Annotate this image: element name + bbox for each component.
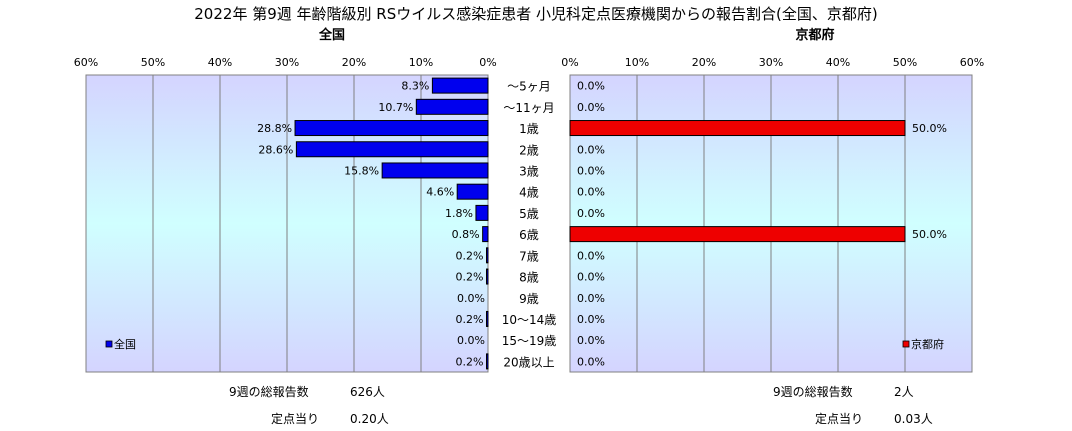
bar-right [569, 120, 906, 137]
data-label-right: 0.0% [577, 207, 605, 220]
category-label: 8歳 [519, 271, 539, 285]
data-label-left: 0.0% [457, 334, 485, 347]
chart-title: 2022年 第9週 年齢階級別 RSウイルス感染症患者 小児科定点医療機関からの… [194, 5, 877, 23]
data-label-left: 8.3% [401, 80, 429, 93]
bar-left [381, 162, 489, 179]
footer-left-total-value: 626人 [350, 385, 385, 399]
bar-left [415, 98, 489, 115]
data-label-left: 10.7% [378, 101, 413, 114]
data-label-right: 0.0% [577, 186, 605, 199]
category-label: ～11ヶ月 [503, 101, 554, 115]
data-label-right: 0.0% [577, 292, 605, 305]
right-panel-title: 京都府 [795, 27, 834, 43]
data-label-left: 28.8% [257, 122, 292, 135]
data-label-right: 0.0% [577, 249, 605, 262]
tick-left: 50% [141, 56, 165, 69]
tick-right: 10% [625, 56, 649, 69]
bar-left [475, 204, 489, 221]
footer-right-total-label: 9週の総報告数 [773, 384, 853, 399]
data-label-right: 0.0% [577, 271, 605, 284]
tick-left: 30% [275, 56, 299, 69]
footer-left-perpoint-value: 0.20人 [350, 412, 389, 426]
data-label-left: 0.2% [456, 249, 484, 262]
footer-right-perpoint-value: 0.03人 [894, 412, 933, 426]
legend-left-swatch [105, 340, 113, 348]
tick-right: 40% [826, 56, 850, 69]
category-label: 2歳 [519, 143, 539, 157]
tick-left: 40% [208, 56, 232, 69]
bar-left [486, 247, 489, 264]
tick-left: 60% [74, 56, 98, 69]
category-label: 5歳 [519, 207, 539, 221]
bar-left [295, 141, 489, 158]
tick-right: 30% [759, 56, 783, 69]
bar-left [486, 310, 489, 327]
legend-right-swatch [902, 340, 910, 348]
tick-right: 50% [893, 56, 917, 69]
data-label-right: 0.0% [577, 143, 605, 156]
data-label-right: 0.0% [577, 164, 605, 177]
data-label-right: 0.0% [577, 101, 605, 114]
tick-right: 0% [561, 56, 578, 69]
tick-left: 10% [409, 56, 433, 69]
data-label-left: 0.0% [457, 292, 485, 305]
data-label-left: 0.8% [452, 228, 480, 241]
category-label: 9歳 [519, 292, 539, 306]
tick-right: 20% [692, 56, 716, 69]
tick-left: 20% [342, 56, 366, 69]
category-label: ～5ヶ月 [507, 80, 551, 94]
data-label-left: 4.6% [426, 186, 454, 199]
category-label: 20歳以上 [503, 355, 554, 369]
legend-left: 全国 [105, 337, 136, 351]
bar-left [486, 353, 489, 370]
bar-left [486, 268, 489, 285]
data-label-left: 15.8% [344, 164, 379, 177]
bar-left [456, 183, 489, 200]
footer-left-total-label: 9週の総報告数 [229, 384, 309, 399]
data-label-right: 0.0% [577, 334, 605, 347]
footer-right-perpoint-label: 定点当り [815, 411, 863, 426]
bar-left [482, 226, 489, 243]
data-label-right: 50.0% [912, 228, 947, 241]
footer-left-perpoint-label: 定点当り [271, 411, 319, 426]
data-label-left: 1.8% [445, 207, 473, 220]
category-label: 4歳 [519, 186, 539, 200]
data-label-right: 50.0% [912, 122, 947, 135]
category-label: 1歳 [519, 122, 539, 136]
category-label: 15～19歳 [502, 334, 557, 348]
data-label-left: 28.6% [258, 143, 293, 156]
data-label-left: 0.2% [456, 355, 484, 368]
bar-left [294, 120, 489, 137]
footer-right-total-value: 2人 [894, 385, 914, 399]
left-panel-title: 全国 [318, 27, 345, 43]
legend-left-label: 全国 [114, 337, 136, 351]
category-label: 6歳 [519, 228, 539, 242]
data-label-right: 0.0% [577, 80, 605, 93]
data-label-right: 0.0% [577, 313, 605, 326]
category-label: 10～14歳 [502, 313, 557, 327]
data-label-right: 0.0% [577, 355, 605, 368]
data-label-left: 0.2% [456, 313, 484, 326]
tick-left: 0% [479, 56, 496, 69]
bar-right [569, 226, 906, 243]
category-label: 7歳 [519, 249, 539, 263]
legend-right: 京都府 [902, 337, 944, 351]
category-label: 3歳 [519, 164, 539, 178]
tick-right: 60% [960, 56, 984, 69]
legend-right-label: 京都府 [911, 337, 944, 351]
bar-left [431, 77, 489, 94]
data-label-left: 0.2% [456, 271, 484, 284]
